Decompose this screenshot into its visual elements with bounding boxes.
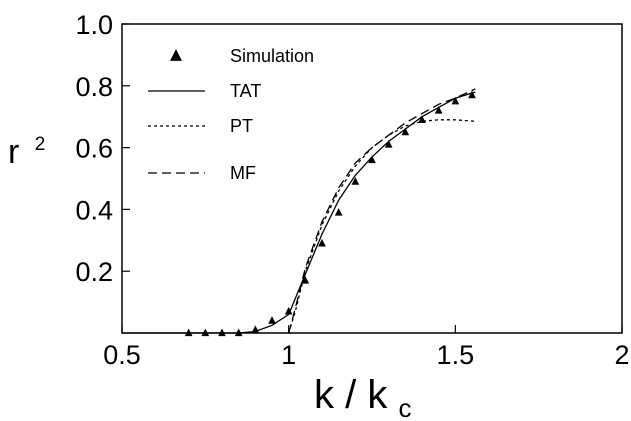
x-tick-label: 1.5: [437, 340, 475, 370]
y-tick-label: 0.8: [75, 72, 113, 102]
x-tick-label: 0.5: [103, 340, 141, 370]
simulation-point: [268, 316, 276, 324]
legend: Simulation TAT PT MF: [148, 46, 314, 183]
x-tick-label: 2: [614, 340, 629, 370]
simulation-point: [184, 328, 193, 337]
legend-pt-label: PT: [230, 116, 253, 136]
y-tick-label: 0.2: [75, 257, 113, 287]
simulation-point: [451, 96, 460, 105]
simulation-point: [351, 177, 360, 185]
simulation-point: [434, 106, 443, 114]
y-tick-label: 1.0: [75, 10, 113, 40]
legend-tat-label: TAT: [230, 81, 261, 101]
simulation-point: [201, 328, 210, 337]
simulation-point: [218, 328, 226, 337]
simulation-point: [284, 306, 293, 315]
legend-mf-label: MF: [230, 163, 256, 183]
x-axis-label: k / k c: [314, 373, 411, 421]
axis-ticks: 0.5 1 1.5 2 0.2 0.4 0.6 0.8 1.0: [75, 10, 629, 370]
simulation-point: [234, 328, 243, 337]
legend-simulation-marker: [170, 49, 182, 61]
plot-frame: [121, 23, 623, 334]
simulation-point: [401, 127, 410, 136]
x-tick-label: 1: [281, 340, 296, 370]
series-layer: [122, 88, 476, 337]
x-axis-label-base: k / k: [314, 373, 388, 417]
simulation-point: [368, 155, 376, 164]
y-axis-label-base: r: [8, 133, 19, 171]
simulation-point: [318, 238, 326, 247]
y-axis-label-superscript: 2: [35, 134, 46, 155]
simulation-point: [334, 207, 343, 216]
tat-line: [122, 91, 476, 334]
y-tick-label: 0.4: [75, 195, 113, 225]
y-tick-label: 0.6: [75, 134, 113, 164]
legend-simulation-label: Simulation: [230, 46, 314, 66]
simulation-point: [301, 275, 310, 284]
mf-line: [288, 88, 476, 334]
simulation-point: [384, 140, 393, 148]
simulation-point: [468, 90, 476, 99]
pt-line: [288, 119, 476, 334]
y-axis-label: r 2: [8, 133, 45, 171]
x-axis-label-subscript: c: [398, 393, 411, 421]
